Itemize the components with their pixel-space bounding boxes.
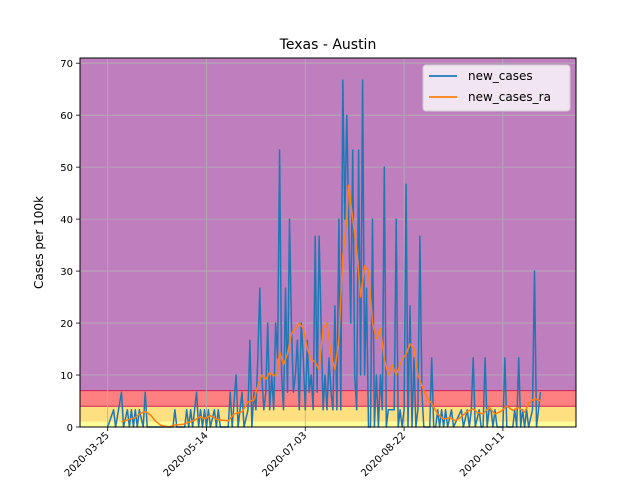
y-tick-label-6: 60 <box>60 111 73 122</box>
series-line-new-cases-ra <box>121 184 541 428</box>
legend: new_cases new_cases_ra <box>422 64 571 112</box>
legend-box <box>422 64 571 112</box>
chart-title: Texas - Austin <box>279 37 377 53</box>
y-tick-label-1: 10 <box>60 371 73 382</box>
y-tick-label-4: 40 <box>60 215 73 226</box>
y-tick-label-2: 20 <box>60 319 73 330</box>
series-lines <box>106 79 542 428</box>
band-3 <box>80 421 576 427</box>
y-axis: 0 10 20 30 40 50 60 70 <box>60 59 80 434</box>
y-tick-label-0: 0 <box>67 423 73 434</box>
y-tick-label-7: 70 <box>60 59 73 70</box>
series-line-new-cases <box>106 79 542 428</box>
y-tick-label-5: 50 <box>60 163 73 174</box>
legend-label-new-cases: new_cases <box>468 69 533 83</box>
y-tick-label-3: 30 <box>60 267 73 278</box>
y-axis-title: Cases per 100k <box>32 196 46 289</box>
plot-frame <box>79 57 577 428</box>
legend-label-new-cases-ra: new_cases_ra <box>468 90 551 104</box>
